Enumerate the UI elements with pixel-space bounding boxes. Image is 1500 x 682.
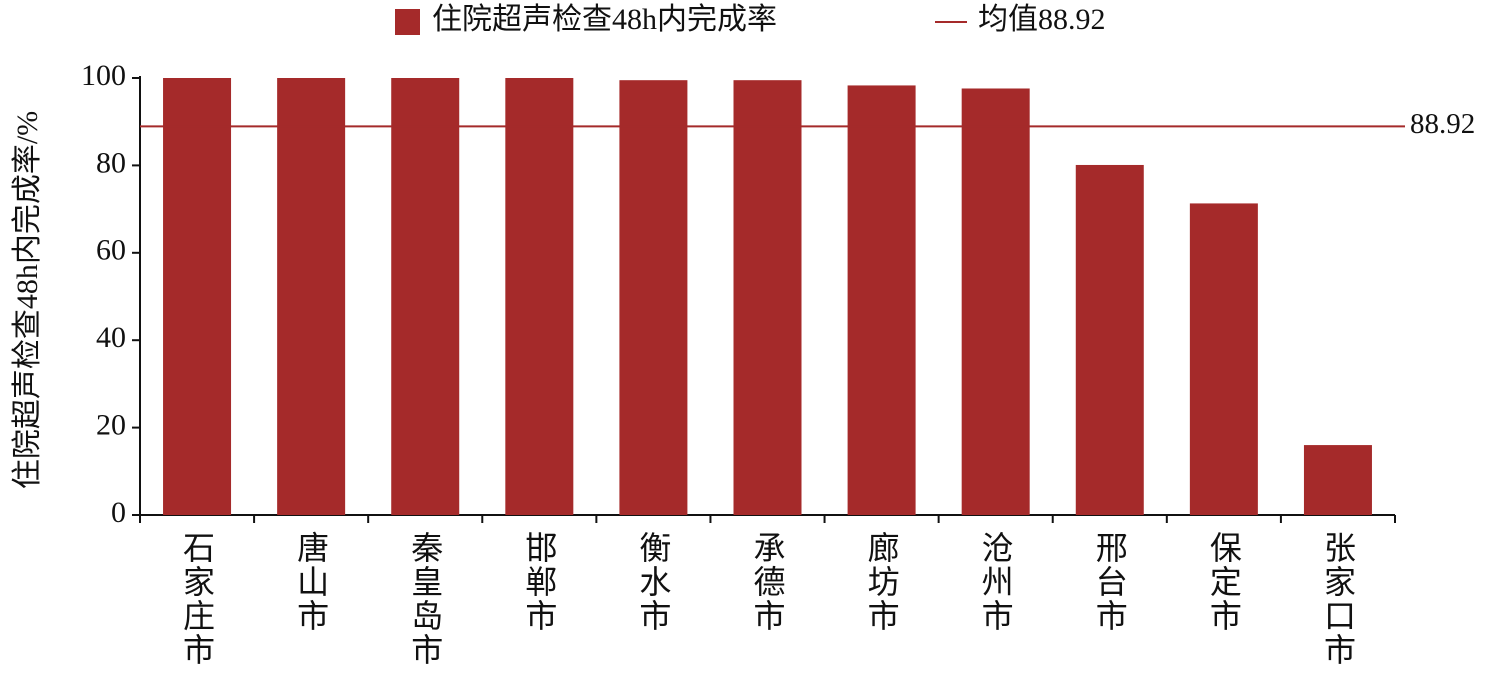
- y-tick-label: 40: [96, 321, 126, 354]
- bar: [391, 78, 460, 515]
- bar: [163, 78, 232, 515]
- bar: [619, 80, 688, 515]
- bar: [277, 78, 346, 515]
- y-tick-label: 80: [96, 146, 126, 179]
- bar: [1189, 203, 1258, 515]
- y-tick-label: 20: [96, 408, 126, 441]
- y-tick-label: 60: [96, 234, 126, 267]
- y-tick-label: 0: [111, 496, 126, 529]
- legend-label: 均值88.92: [978, 3, 1106, 36]
- x-tick-label: 廊坊市: [864, 531, 900, 633]
- x-tick-label: 秦皇岛市: [407, 531, 443, 667]
- x-tick-label: 张家口市: [1320, 531, 1356, 667]
- bar: [505, 78, 574, 515]
- x-tick-label: 保定市: [1206, 531, 1242, 633]
- y-tick-label: 100: [81, 59, 126, 92]
- x-tick-label: 衡水市: [635, 531, 671, 633]
- mean-label: 88.92: [1410, 108, 1475, 140]
- x-tick-label: 石家庄市: [179, 531, 215, 667]
- x-tick-label: 邢台市: [1092, 531, 1128, 633]
- legend-label: 住院超声检查48h内完成率: [432, 3, 777, 36]
- x-tick-label: 沧州市: [978, 531, 1014, 633]
- legend-swatch: [395, 9, 420, 35]
- bar: [1303, 445, 1372, 515]
- bar: [1075, 164, 1144, 515]
- bar: [733, 80, 802, 515]
- x-tick-label: 邯郸市: [521, 531, 557, 633]
- bar: [847, 85, 916, 515]
- x-tick-label: 承德市: [750, 531, 786, 633]
- y-axis-title: 住院超声检查48h内完成率/%: [11, 111, 44, 489]
- x-tick-label: 唐山市: [293, 531, 329, 633]
- bar: [961, 88, 1030, 515]
